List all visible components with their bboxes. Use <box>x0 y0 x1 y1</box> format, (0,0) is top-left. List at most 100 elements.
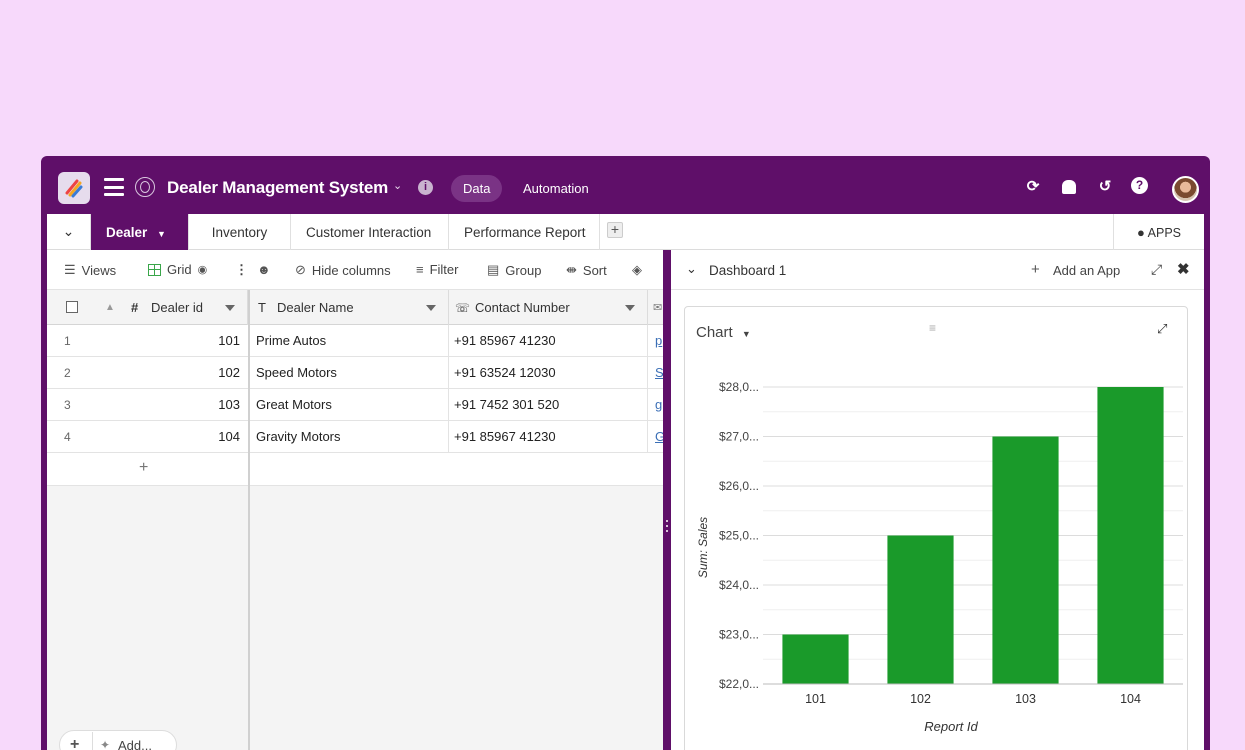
workspace-icon[interactable] <box>135 177 155 197</box>
column-header-dealer-name[interactable]: T Dealer Name <box>250 290 449 325</box>
email-cell[interactable]: p <box>655 333 663 348</box>
views-button[interactable]: ☰ Views <box>64 262 116 278</box>
select-all-checkbox[interactable] <box>66 301 78 313</box>
filter-icon: ≡ <box>416 262 424 277</box>
caret-down-icon[interactable]: ▼ <box>157 229 166 239</box>
caret-down-icon[interactable] <box>225 305 235 311</box>
email-cell[interactable]: G <box>655 429 663 444</box>
add-app-button[interactable]: Add an App <box>1053 263 1121 278</box>
paint-bucket-icon[interactable]: ◈ <box>632 262 642 277</box>
dealer-name-cell[interactable]: Great Motors <box>250 389 449 421</box>
y-tick-label: $24,0... <box>719 578 759 592</box>
dashboard-header: ⌄ Dashboard 1 + Add an App ⤢ ✖ <box>671 250 1204 290</box>
panel-resize-handle[interactable] <box>663 250 671 750</box>
apps-label: APPS <box>1147 226 1181 240</box>
y-tick-label: $22,0... <box>719 677 759 691</box>
bar <box>782 634 849 684</box>
chart-title-dropdown[interactable]: Chart ▼ <box>696 324 751 341</box>
bar <box>992 436 1059 684</box>
contact-number-cell[interactable]: +91 85967 41230 <box>449 421 648 453</box>
bar-chart: $22,0... $23,0... $24,0... $25,0... $26,0...… <box>696 380 1183 734</box>
dashboard-title[interactable]: Dashboard 1 <box>709 263 787 278</box>
table-row[interactable]: 3 103 Great Motors +91 7452 301 520 g <box>47 389 663 421</box>
dealer-name-cell[interactable]: Gravity Motors <box>250 421 449 453</box>
app-title[interactable]: Dealer Management System <box>167 178 389 197</box>
contact-number-cell[interactable]: +91 7452 301 520 <box>449 389 648 421</box>
help-icon[interactable]: ? <box>1131 177 1151 197</box>
grid-panel: ☰ Views Grid ◉ ⋮ ☻ ⊘ Hide columns ≡ Filt… <box>47 250 663 750</box>
chevron-down-icon[interactable]: ⌄ <box>686 261 697 276</box>
views-label: Views <box>81 262 117 278</box>
chevron-down-icon[interactable]: ⌄ <box>47 214 91 250</box>
expand-icon[interactable]: ⤢ <box>1151 261 1163 277</box>
dealer-id-cell[interactable]: 104 <box>218 429 240 444</box>
tab-customer-interaction[interactable]: Customer Interaction <box>291 214 449 250</box>
x-tick-label: 104 <box>1120 692 1141 706</box>
table-row[interactable]: 2 102 Speed Motors +91 63524 12030 S <box>47 357 663 389</box>
chevron-down-icon[interactable]: ⌄ <box>393 180 403 192</box>
dealer-name-cell[interactable]: Prime Autos <box>250 325 449 357</box>
filter-button[interactable]: ≡ Filter <box>416 262 458 277</box>
hide-columns-button[interactable]: ⊘ Hide columns <box>295 262 391 278</box>
tab-dealer[interactable]: Dealer ▼ <box>91 214 189 250</box>
history-icon[interactable]: ↺ <box>1098 178 1112 195</box>
y-tick-label: $23,0... <box>719 628 759 642</box>
drag-handle-icon[interactable]: ≡ <box>929 321 937 335</box>
info-icon[interactable]: i <box>418 180 433 195</box>
menu-icon[interactable] <box>104 178 124 196</box>
x-tick-label: 103 <box>1015 692 1036 706</box>
y-tick-label: $25,0... <box>719 529 759 543</box>
chart-title: Chart <box>696 324 733 341</box>
grid-view-button[interactable]: Grid ◉ <box>148 262 207 277</box>
dealer-id-cell[interactable]: 101 <box>218 333 240 348</box>
app-window: Dealer Management System ⌄ i Data Automa… <box>41 156 1210 750</box>
wand-icon: ✦ <box>100 738 111 750</box>
email-cell[interactable]: g <box>655 397 663 412</box>
email-cell[interactable]: S <box>655 365 663 380</box>
sync-icon[interactable]: ⟳ <box>1026 178 1040 195</box>
tab-performance-report[interactable]: Performance Report <box>449 214 600 250</box>
group-button[interactable]: ▤ Group <box>487 262 541 278</box>
dealer-name-cell[interactable]: Speed Motors <box>250 357 449 389</box>
plus-icon[interactable]: + <box>139 459 149 476</box>
more-icon[interactable]: ⋮ <box>235 262 248 277</box>
caret-down-icon[interactable] <box>426 305 436 311</box>
column-header-email[interactable]: ✉ <box>648 290 663 325</box>
share-users-icon[interactable]: ☻ <box>257 262 271 277</box>
column-header-dealer-id[interactable]: ▲ # Dealer id <box>47 290 248 325</box>
app-logo[interactable] <box>58 172 90 204</box>
table-row[interactable]: 4 104 Gravity Motors +91 85967 41230 G <box>47 421 663 453</box>
logo-icon <box>65 179 83 198</box>
apps-button[interactable]: ● APPS <box>1113 214 1204 250</box>
add-table-button[interactable]: + <box>607 222 623 238</box>
chart-card[interactable]: Chart ▼ ≡ ⤢ $22,0... $23,0... $24,0... $25,… <box>684 306 1188 750</box>
number-type-icon: # <box>131 300 139 315</box>
expand-icon[interactable]: ⤢ <box>1157 321 1168 336</box>
table-tab-bar: ⌄ Dealer ▼ Inventory Customer Interactio… <box>47 214 1204 250</box>
row-number: 2 <box>64 366 71 380</box>
tab-inventory[interactable]: Inventory <box>189 214 291 250</box>
nav-data[interactable]: Data <box>451 175 503 202</box>
frozen-column-divider[interactable] <box>248 290 250 750</box>
add-row[interactable]: + <box>47 453 663 486</box>
row-number: 3 <box>64 398 71 412</box>
sort-button[interactable]: ⇼ Sort <box>566 262 607 278</box>
nav-automation[interactable]: Automation <box>523 181 589 196</box>
add-record-button[interactable]: + ✦ Add... <box>59 730 177 750</box>
avatar[interactable] <box>1172 176 1199 203</box>
table-row[interactable]: 1 101 Prime Autos +91 85967 41230 p <box>47 325 663 357</box>
top-bar: Dealer Management System ⌄ i Data Automa… <box>41 156 1210 214</box>
dealer-id-cell[interactable]: 103 <box>218 397 240 412</box>
column-header-contact-number[interactable]: ☏ Contact Number <box>449 290 648 325</box>
plus-icon[interactable]: + <box>1031 261 1040 278</box>
contact-number-cell[interactable]: +91 63524 12030 <box>449 357 648 389</box>
group-icon: ▤ <box>487 262 500 277</box>
sort-label: Sort <box>582 262 607 278</box>
dealer-id-cell[interactable]: 102 <box>218 365 240 380</box>
close-icon[interactable]: ✖ <box>1177 261 1190 278</box>
contact-number-cell[interactable]: +91 85967 41230 <box>449 325 648 357</box>
bell-icon[interactable] <box>1059 177 1079 197</box>
grid-icon <box>148 263 161 276</box>
caret-down-icon[interactable] <box>625 305 635 311</box>
y-axis-label: Sum: Sales <box>696 517 710 578</box>
